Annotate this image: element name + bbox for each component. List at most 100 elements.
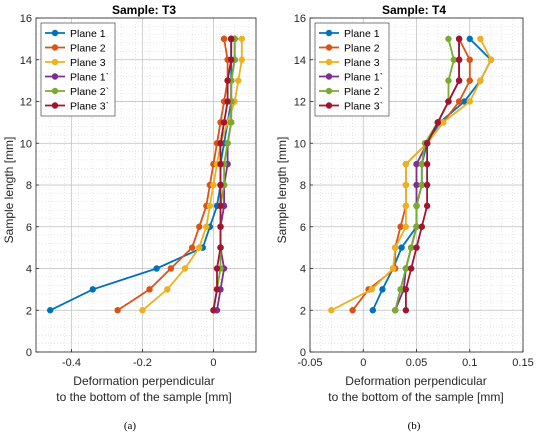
data-point xyxy=(455,56,463,63)
data-point xyxy=(164,286,171,293)
data-point xyxy=(402,202,410,210)
legend-marker xyxy=(51,44,59,51)
data-point xyxy=(392,244,399,251)
y-tick-label: 16 xyxy=(294,13,306,25)
data-point xyxy=(413,160,420,168)
legend-entry: Plane 1` xyxy=(70,71,109,83)
legend-entry: Plane 2 xyxy=(70,42,106,54)
data-point xyxy=(220,35,228,43)
data-point xyxy=(466,56,473,63)
y-tick-label: 6 xyxy=(26,222,32,234)
data-point xyxy=(450,56,457,63)
data-point xyxy=(217,140,224,147)
data-point xyxy=(398,244,405,251)
x-tick-label: 0.1 xyxy=(462,357,477,369)
x-axis-label-line2: to the bottom of the sample [mm] xyxy=(56,390,231,404)
y-tick-label: 12 xyxy=(20,97,32,109)
y-tick-label: 16 xyxy=(20,13,32,25)
y-tick-label: 8 xyxy=(300,180,306,192)
data-point xyxy=(418,223,426,230)
series-line-6 xyxy=(404,38,461,311)
data-point xyxy=(328,307,335,314)
x-tick-label: -0.2 xyxy=(133,357,152,369)
data-point xyxy=(423,181,431,189)
data-point xyxy=(217,181,224,189)
panel-label: (b) xyxy=(408,420,421,432)
y-tick-label: 14 xyxy=(294,55,306,67)
data-point xyxy=(418,181,426,189)
y-tick-label: 12 xyxy=(294,97,306,109)
data-point xyxy=(434,119,441,126)
data-point xyxy=(210,181,217,189)
data-point xyxy=(445,35,452,43)
chart-title: Sample: T4 xyxy=(382,3,446,17)
legend-marker xyxy=(325,58,333,66)
data-point xyxy=(461,98,468,105)
legend-marker xyxy=(51,87,59,95)
data-point xyxy=(188,244,196,251)
data-point xyxy=(349,307,356,314)
data-point xyxy=(423,202,431,210)
series-line-3 xyxy=(330,38,493,312)
data-point xyxy=(402,265,410,272)
y-tick-label: 4 xyxy=(26,264,32,276)
chart-title: Sample: T3 xyxy=(112,3,176,17)
data-point xyxy=(227,56,235,63)
data-point xyxy=(235,77,242,84)
data-point xyxy=(224,98,231,105)
data-point xyxy=(368,286,375,293)
data-point xyxy=(402,223,410,230)
legend-marker xyxy=(51,73,59,80)
panel-label: (a) xyxy=(124,420,137,432)
data-point xyxy=(445,77,452,84)
y-axis-label: Sample length [mm] xyxy=(2,137,16,244)
y-tick-label: 4 xyxy=(300,264,306,276)
x-tick-label: 0.15 xyxy=(512,357,533,369)
y-tick-label: 10 xyxy=(294,138,306,150)
data-point xyxy=(167,265,175,272)
chart-t3: Sample: T3 -0.4 -0.2 0 0 2 4 6 8 10 12 14 16 Sample… xyxy=(2,3,257,432)
data-point xyxy=(455,98,463,105)
y-tick-label: 0 xyxy=(26,347,32,359)
data-point xyxy=(439,119,447,126)
x-axis-label: Deformation perpendicular xyxy=(73,374,214,388)
data-point xyxy=(477,77,484,84)
legend-entry: Plane 1 xyxy=(70,28,106,40)
data-point xyxy=(89,286,96,293)
x-axis-label: Deformation perpendicular xyxy=(345,374,486,388)
legend-marker xyxy=(325,44,333,51)
data-point xyxy=(210,307,217,314)
data-point xyxy=(407,244,415,251)
data-point xyxy=(423,140,431,147)
data-point xyxy=(203,223,210,230)
data-point xyxy=(224,140,231,147)
data-point xyxy=(224,77,231,84)
y-tick-label: 10 xyxy=(20,138,32,150)
data-point xyxy=(477,35,484,43)
data-point xyxy=(217,244,224,251)
data-point xyxy=(466,77,473,84)
data-point xyxy=(413,223,420,230)
data-point xyxy=(413,202,420,210)
data-point xyxy=(423,160,431,168)
x-tick-label: 0 xyxy=(210,357,216,369)
data-point xyxy=(379,286,386,293)
legend-marker xyxy=(325,87,333,95)
data-point xyxy=(402,160,410,168)
legend-entry: Plane 2 xyxy=(344,42,380,54)
series-line-6 xyxy=(212,38,233,311)
legend-entry: Plane 3 xyxy=(70,57,106,69)
legend-marker xyxy=(51,58,59,66)
x-tick-label: 0 xyxy=(360,357,366,369)
legend-marker xyxy=(51,102,59,109)
data-point xyxy=(238,56,246,63)
data-point xyxy=(181,265,189,272)
legend-entry: Plane 3` xyxy=(70,100,109,112)
data-point xyxy=(445,98,452,105)
legend-box xyxy=(314,22,390,117)
data-point xyxy=(213,265,221,272)
data-point xyxy=(392,307,399,314)
data-point xyxy=(487,56,495,63)
data-point xyxy=(196,244,203,251)
series-line-5 xyxy=(394,38,455,311)
